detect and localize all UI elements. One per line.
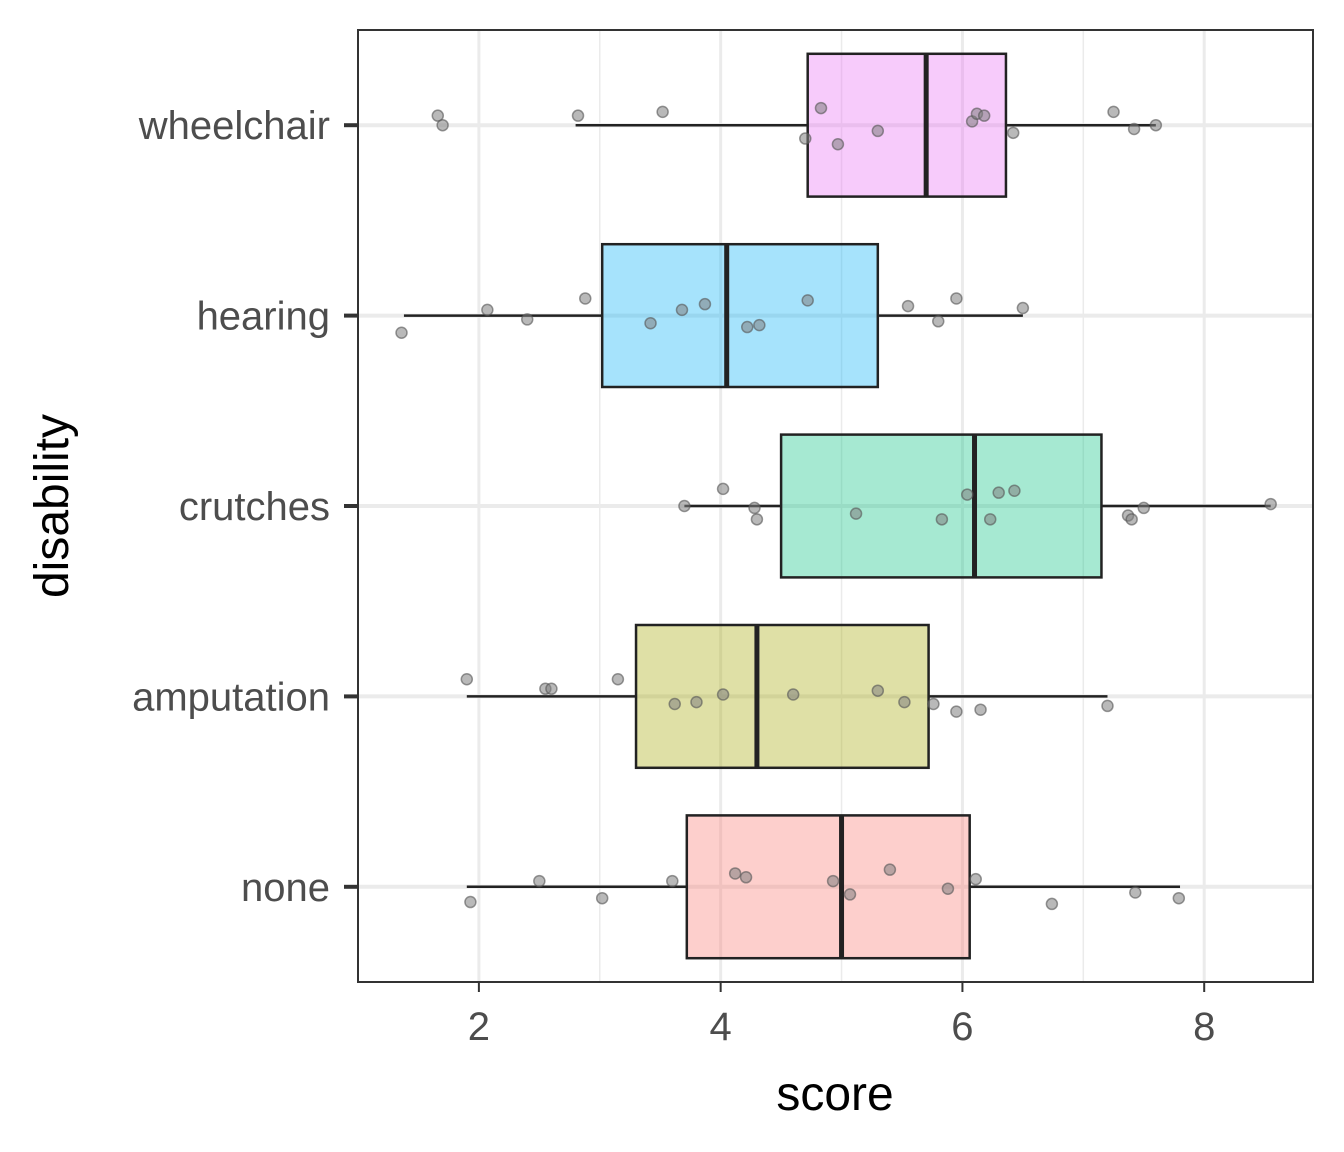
data-point-wheelchair [431, 109, 445, 122]
data-point-none [941, 882, 955, 895]
data-point-hearing [932, 315, 945, 328]
data-point-none [843, 888, 857, 901]
data-point-wheelchair [656, 105, 669, 119]
box-wheelchair [575, 52, 1156, 198]
data-point-hearing [950, 292, 963, 305]
jitter-points-layer [395, 101, 1277, 911]
data-point-wheelchair [1127, 122, 1141, 136]
data-point-none [533, 874, 546, 888]
data-point-wheelchair [571, 109, 585, 122]
data-point-amputation [927, 697, 940, 711]
data-point-crutches [716, 482, 730, 496]
data-point-hearing [1016, 301, 1030, 315]
data-point-hearing [698, 297, 712, 311]
box-iqr [685, 814, 971, 960]
x-axis-title: score [776, 1068, 893, 1121]
data-point-crutches [750, 513, 764, 526]
data-point-none [728, 867, 742, 880]
box-crutches [684, 433, 1271, 579]
data-point-hearing [801, 294, 814, 307]
x-axis-ticks: 2 4 6 8 [468, 982, 1215, 1049]
box-iqr [634, 623, 930, 770]
x-tick-label: 4 [710, 1005, 732, 1049]
data-point-crutches [1137, 501, 1151, 515]
data-point-none [595, 891, 609, 905]
data-point-hearing [753, 318, 766, 332]
x-tick-label: 2 [468, 1005, 490, 1049]
data-point-crutches [1008, 484, 1021, 498]
data-point-amputation [460, 673, 474, 686]
y-tick-label-wheelchair: wheelchair [138, 104, 330, 148]
data-point-amputation [690, 695, 703, 709]
data-point-amputation [871, 684, 885, 697]
data-point-none [969, 872, 982, 886]
data-point-none [1172, 891, 1186, 905]
box-none [466, 814, 1181, 960]
data-point-wheelchair [871, 124, 885, 138]
data-point-wheelchair [436, 118, 449, 132]
data-point-wheelchair [1006, 126, 1020, 140]
data-point-crutches [961, 488, 974, 501]
box-iqr [806, 52, 1008, 198]
data-point-hearing [644, 316, 657, 330]
data-point-crutches [1125, 513, 1138, 526]
data-point-wheelchair [831, 137, 845, 151]
x-tick-label: 6 [951, 1005, 973, 1049]
data-point-none [826, 874, 840, 888]
data-point-crutches [678, 499, 691, 513]
data-point-crutches [748, 501, 761, 515]
data-point-wheelchair [1149, 118, 1163, 132]
data-point-hearing [520, 313, 534, 326]
data-point-crutches [983, 513, 997, 526]
data-point-crutches [849, 507, 863, 520]
data-point-wheelchair [799, 132, 812, 145]
data-point-amputation [898, 695, 911, 709]
data-point-none [739, 871, 753, 884]
box-iqr [779, 433, 1103, 579]
box-iqr [600, 242, 880, 389]
data-point-amputation [974, 703, 987, 716]
data-point-wheelchair [977, 109, 991, 122]
data-point-none [464, 895, 477, 909]
x-tick-label: 8 [1193, 1005, 1215, 1049]
data-point-none [1045, 897, 1059, 911]
data-point-amputation [950, 705, 963, 718]
data-point-none [666, 874, 679, 888]
data-point-hearing [481, 303, 494, 317]
data-point-amputation [786, 688, 800, 701]
data-point-amputation [545, 682, 558, 696]
y-tick-label-amputation: amputation [132, 675, 330, 719]
data-point-amputation [716, 688, 730, 701]
data-point-amputation [1101, 699, 1114, 713]
y-axis-title: disability [26, 414, 79, 598]
data-point-hearing [579, 292, 592, 305]
data-point-amputation [668, 697, 681, 711]
data-point-amputation [611, 673, 625, 686]
data-point-hearing [395, 326, 408, 339]
y-tick-label-hearing: hearing [197, 295, 330, 339]
data-point-crutches [992, 486, 1005, 499]
data-point-wheelchair [1107, 105, 1120, 119]
data-point-hearing [901, 299, 915, 313]
y-tick-label-none: none [241, 866, 330, 910]
data-point-hearing [675, 303, 689, 317]
data-point-none [1129, 886, 1142, 899]
y-tick-label-crutches: crutches [179, 485, 330, 529]
data-point-crutches [935, 513, 949, 526]
data-point-none [883, 863, 897, 876]
y-axis-ticks: none amputation crutches hearing wheelchair [132, 104, 358, 910]
data-point-wheelchair [814, 101, 828, 115]
data-point-hearing [741, 320, 754, 334]
data-point-crutches [1264, 497, 1277, 511]
box-hearing [403, 242, 1023, 389]
boxes-layer [403, 52, 1271, 960]
